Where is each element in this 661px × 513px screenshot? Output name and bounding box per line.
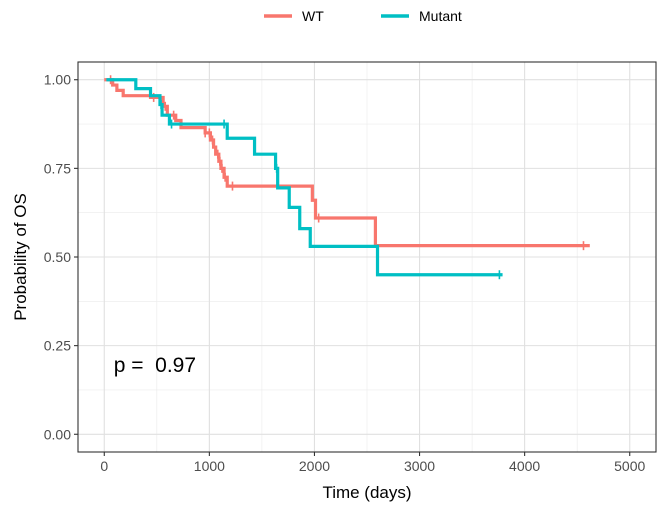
y-axis-title: Probability of OS — [11, 193, 30, 321]
p-value-annotation: p = 0.97 — [114, 354, 196, 377]
y-tick-label: 0.25 — [44, 338, 71, 354]
x-tick-label: 0 — [100, 458, 108, 474]
legend-label-wt: WT — [302, 8, 324, 24]
x-tick-label: 1000 — [194, 458, 225, 474]
x-tick-label: 4000 — [509, 458, 540, 474]
grid-major — [78, 62, 656, 452]
y-tick-label: 0.00 — [44, 426, 71, 442]
x-axis-title: Time (days) — [322, 483, 411, 502]
y-tick-label: 0.75 — [44, 160, 71, 176]
x-axis: 0 1000 2000 3000 4000 5000 — [100, 452, 646, 474]
series-layer — [104, 75, 590, 280]
y-tick-label: 1.00 — [44, 72, 71, 88]
x-tick-label: 5000 — [614, 458, 645, 474]
km-line-mutant — [106, 78, 503, 277]
km-line-wt — [104, 78, 590, 248]
y-tick-label: 0.50 — [44, 249, 71, 265]
y-axis: 0.00 0.25 0.50 0.75 1.00 — [44, 72, 78, 442]
x-tick-label: 3000 — [404, 458, 435, 474]
legend-label-mutant: Mutant — [419, 8, 462, 24]
legend: WT Mutant — [264, 8, 462, 24]
x-tick-label: 2000 — [299, 458, 330, 474]
